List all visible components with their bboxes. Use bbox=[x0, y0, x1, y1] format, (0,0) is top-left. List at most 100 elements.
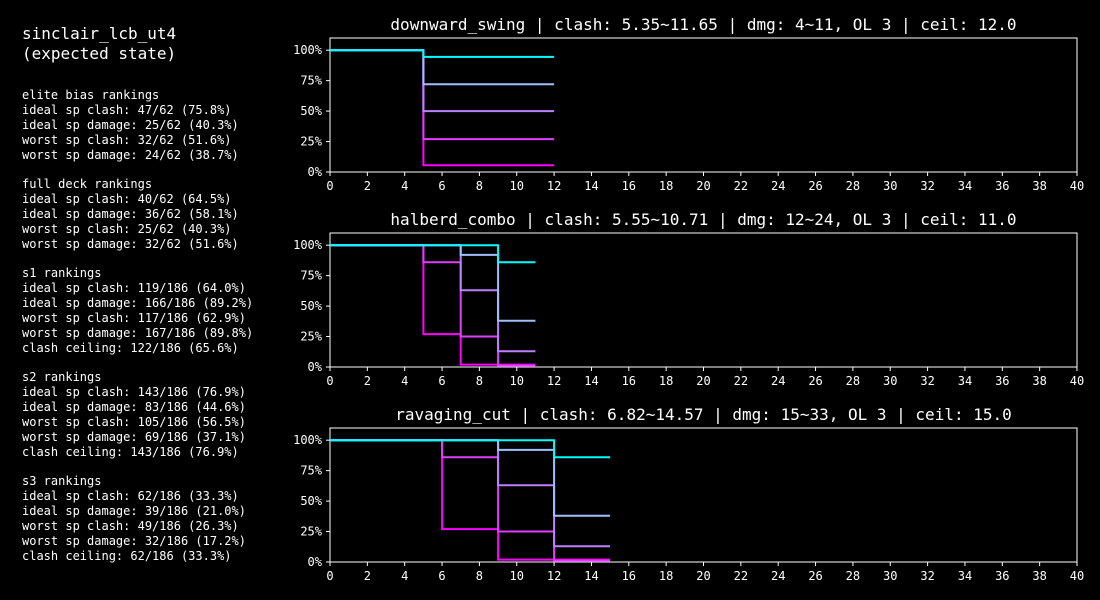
x-tick-label: 4 bbox=[401, 179, 408, 193]
series-line-5 bbox=[330, 244, 536, 264]
sheet-title-line-2: (expected state) bbox=[22, 44, 177, 63]
stats-line: worst sp clash: 105/186 (56.5%) bbox=[22, 415, 246, 429]
x-tick-label: 30 bbox=[883, 569, 897, 583]
stats-line: worst sp clash: 32/62 (51.6%) bbox=[22, 133, 232, 147]
stats-line: worst sp clash: 117/186 (62.9%) bbox=[22, 311, 246, 325]
stats-line: worst sp damage: 32/186 (17.2%) bbox=[22, 534, 246, 548]
y-tick-label: 25% bbox=[300, 525, 322, 539]
stats-group-heading: elite bias rankings bbox=[22, 88, 160, 102]
stats-line: worst sp damage: 24/62 (38.7%) bbox=[22, 148, 239, 162]
x-tick-label: 34 bbox=[958, 179, 972, 193]
y-tick-label: 25% bbox=[300, 330, 322, 344]
x-tick-label: 26 bbox=[808, 374, 822, 388]
x-tick-label: 24 bbox=[771, 569, 785, 583]
x-tick-label: 20 bbox=[696, 179, 710, 193]
x-tick-label: 10 bbox=[510, 374, 524, 388]
y-tick-label: 50% bbox=[300, 494, 322, 508]
stats-group: s1 rankings ideal sp clash: 119/186 (64.0… bbox=[22, 266, 302, 356]
series-line-5 bbox=[330, 49, 555, 58]
y-tick-label: 50% bbox=[300, 104, 322, 118]
series-line-2 bbox=[330, 49, 555, 141]
x-tick-label: 8 bbox=[476, 569, 483, 583]
x-tick-label: 38 bbox=[1032, 179, 1046, 193]
x-tick-label: 0 bbox=[326, 179, 333, 193]
x-tick-label: 28 bbox=[846, 179, 860, 193]
chart-title: downward_swing | clash: 5.35~11.65 | dmg… bbox=[390, 15, 1016, 34]
x-tick-label: 24 bbox=[771, 374, 785, 388]
x-tick-label: 2 bbox=[364, 179, 371, 193]
x-tick-label: 20 bbox=[696, 374, 710, 388]
x-tick-label: 40 bbox=[1070, 374, 1084, 388]
x-tick-label: 0 bbox=[326, 374, 333, 388]
x-tick-label: 22 bbox=[734, 569, 748, 583]
x-tick-label: 12 bbox=[547, 179, 561, 193]
stats-line: ideal sp damage: 36/62 (58.1%) bbox=[22, 207, 239, 221]
y-tick-label: 0% bbox=[308, 165, 323, 179]
stats-line: worst sp clash: 25/62 (40.3%) bbox=[22, 222, 232, 236]
series-line-5 bbox=[330, 439, 611, 459]
series-line-4 bbox=[330, 49, 555, 86]
x-tick-label: 6 bbox=[438, 374, 445, 388]
x-tick-label: 12 bbox=[547, 374, 561, 388]
x-tick-label: 2 bbox=[364, 569, 371, 583]
x-tick-label: 40 bbox=[1070, 569, 1084, 583]
chart-2: halberd_combo | clash: 5.55~10.71 | dmg:… bbox=[293, 210, 1084, 388]
x-tick-label: 14 bbox=[584, 569, 598, 583]
x-tick-label: 28 bbox=[846, 374, 860, 388]
x-tick-label: 32 bbox=[920, 569, 934, 583]
stats-line: worst sp damage: 32/62 (51.6%) bbox=[22, 237, 239, 251]
x-tick-label: 18 bbox=[659, 374, 673, 388]
x-tick-label: 8 bbox=[476, 179, 483, 193]
y-tick-label: 100% bbox=[293, 43, 323, 57]
chart-1: downward_swing | clash: 5.35~11.65 | dmg… bbox=[293, 15, 1084, 193]
x-tick-label: 26 bbox=[808, 569, 822, 583]
x-tick-label: 22 bbox=[734, 179, 748, 193]
x-tick-label: 18 bbox=[659, 569, 673, 583]
x-tick-label: 4 bbox=[401, 569, 408, 583]
y-tick-label: 0% bbox=[308, 360, 323, 374]
x-tick-label: 34 bbox=[958, 569, 972, 583]
series-line-4 bbox=[330, 439, 611, 517]
stats-line: ideal sp clash: 47/62 (75.8%) bbox=[22, 103, 232, 117]
x-tick-label: 28 bbox=[846, 569, 860, 583]
sheet-title-line-1: sinclair_lcb_ut4 bbox=[22, 24, 177, 43]
stats-group-heading: s3 rankings bbox=[22, 474, 102, 488]
y-tick-label: 100% bbox=[293, 433, 323, 447]
x-tick-label: 16 bbox=[622, 374, 636, 388]
x-tick-label: 16 bbox=[622, 179, 636, 193]
stats-line: clash ceiling: 122/186 (65.6%) bbox=[22, 341, 239, 355]
stats-line: ideal sp clash: 40/62 (64.5%) bbox=[22, 192, 232, 206]
x-tick-label: 0 bbox=[326, 569, 333, 583]
chart-title: halberd_combo | clash: 5.55~10.71 | dmg:… bbox=[390, 210, 1016, 229]
series-line-3 bbox=[330, 49, 555, 113]
stats-panel: sinclair_lcb_ut4 (expected state) elite … bbox=[22, 24, 302, 564]
stats-line: ideal sp clash: 62/186 (33.3%) bbox=[22, 489, 239, 503]
x-tick-label: 38 bbox=[1032, 374, 1046, 388]
stats-group-heading: full deck rankings bbox=[22, 177, 153, 191]
x-tick-label: 16 bbox=[622, 569, 636, 583]
series-line-2 bbox=[330, 439, 611, 562]
stats-line: ideal sp damage: 39/186 (21.0%) bbox=[22, 504, 246, 518]
stats-line: worst sp clash: 49/186 (26.3%) bbox=[22, 519, 239, 533]
stats-line: worst sp damage: 167/186 (89.8%) bbox=[22, 326, 254, 340]
x-tick-label: 22 bbox=[734, 374, 748, 388]
series-line-2 bbox=[330, 244, 536, 367]
chart-title: ravaging_cut | clash: 6.82~14.57 | dmg: … bbox=[395, 405, 1012, 424]
x-tick-label: 32 bbox=[920, 179, 934, 193]
x-tick-label: 36 bbox=[995, 374, 1009, 388]
stats-group: elite bias rankings ideal sp clash: 47/62… bbox=[22, 88, 302, 163]
x-tick-label: 2 bbox=[364, 374, 371, 388]
x-tick-label: 40 bbox=[1070, 179, 1084, 193]
series-line-3 bbox=[330, 244, 536, 353]
y-tick-label: 50% bbox=[300, 299, 322, 313]
stats-group: full deck rankings ideal sp clash: 40/62 … bbox=[22, 177, 302, 252]
x-tick-label: 26 bbox=[808, 179, 822, 193]
stats-line: ideal sp damage: 25/62 (40.3%) bbox=[22, 118, 239, 132]
stats-line: worst sp damage: 69/186 (37.1%) bbox=[22, 430, 246, 444]
x-tick-label: 10 bbox=[510, 179, 524, 193]
stats-group: s2 rankings ideal sp clash: 143/186 (76.9… bbox=[22, 370, 302, 460]
stats-line: ideal sp clash: 143/186 (76.9%) bbox=[22, 385, 246, 399]
stats-line: ideal sp damage: 83/186 (44.6%) bbox=[22, 400, 246, 414]
x-tick-label: 36 bbox=[995, 569, 1009, 583]
